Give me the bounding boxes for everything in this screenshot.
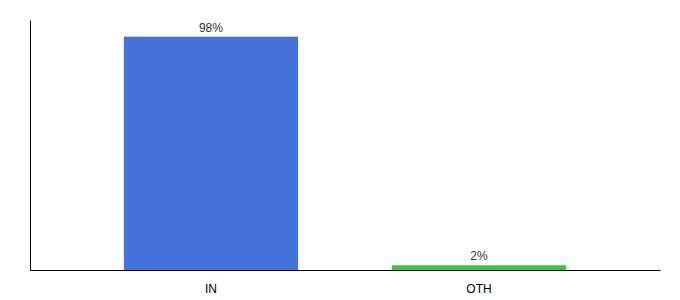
x-tick: IN <box>205 282 217 296</box>
plot-area: IN OTH 98% 2% <box>31 21 661 297</box>
x-tick-label: IN <box>205 282 217 296</box>
x-axis: IN OTH <box>31 271 661 297</box>
chart-svg: IN OTH 98% 2% <box>0 0 680 300</box>
x-tick-label: OTH <box>466 282 491 296</box>
data-labels: 98% 2% <box>199 21 488 264</box>
bar <box>392 265 566 270</box>
y-axis <box>30 21 31 271</box>
data-label: 2% <box>470 249 488 263</box>
x-tick: OTH <box>466 282 491 296</box>
y-axis-line <box>30 21 31 271</box>
x-axis-line <box>31 270 661 271</box>
chart-container: IN OTH 98% 2% <box>0 0 680 300</box>
bars <box>124 37 566 270</box>
data-label: 98% <box>199 21 223 35</box>
bar <box>124 37 298 270</box>
